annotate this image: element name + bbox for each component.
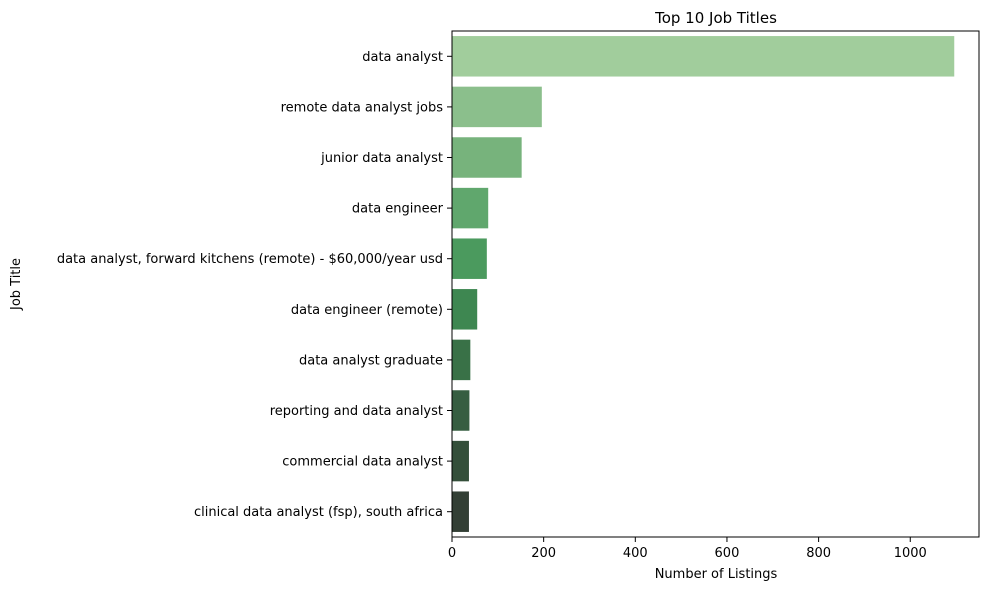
y-tick-label: reporting and data analyst (270, 404, 443, 419)
y-tick-label: commercial data analyst (282, 455, 443, 470)
x-tick-label: 600 (715, 546, 740, 561)
x-tick-label: 200 (531, 546, 556, 561)
bar (452, 339, 471, 381)
y-tick-label: remote data analyst jobs (281, 100, 444, 115)
bar (452, 86, 542, 128)
y-tick-label: data engineer (remote) (291, 303, 443, 318)
bar (452, 440, 469, 482)
chart-title: Top 10 Job Titles (654, 9, 777, 27)
plot-frame (451, 30, 980, 538)
y-tick-label: junior data analyst (320, 151, 443, 166)
y-axis-label: Job Title (9, 258, 24, 311)
y-tick-label: data analyst (362, 50, 443, 65)
y-tick-label: data analyst, forward kitchens (remote) … (57, 252, 443, 267)
x-axis-label: Number of Listings (655, 567, 778, 582)
bar (452, 390, 470, 431)
y-tick-label: data analyst graduate (299, 353, 443, 368)
plot-area: data analyst remote data analyst jobs juni… (57, 36, 955, 561)
bar (452, 187, 489, 229)
x-tick-label: 0 (448, 546, 456, 561)
y-tick-label: clinical data analyst (fsp), south afric… (194, 505, 443, 520)
bar (452, 137, 522, 178)
x-tick-label: 1000 (894, 546, 927, 561)
bar (452, 36, 955, 77)
bar (452, 491, 469, 532)
x-tick-label: 800 (806, 546, 831, 561)
bar (452, 289, 478, 330)
y-tick-label: data engineer (352, 202, 444, 217)
x-tick-label: 400 (623, 546, 648, 561)
bar (452, 238, 487, 279)
